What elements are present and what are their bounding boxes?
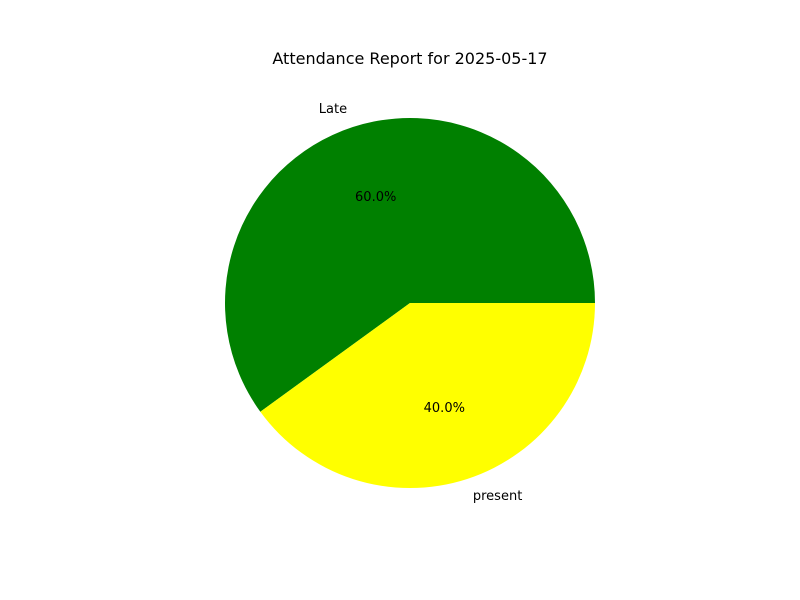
slice-percent-label: 40.0% [424, 401, 465, 416]
slice-percent-label: 60.0% [355, 190, 396, 205]
pie-slice-present [260, 303, 595, 488]
pie-labels: Late 60.0% present 40.0% [319, 102, 523, 504]
slice-label: present [473, 489, 522, 504]
chart-title: Attendance Report for 2025-05-17 [272, 49, 547, 68]
slice-label: Late [319, 102, 347, 117]
pie-slice-late [224, 118, 595, 412]
pie-slices [224, 118, 595, 488]
